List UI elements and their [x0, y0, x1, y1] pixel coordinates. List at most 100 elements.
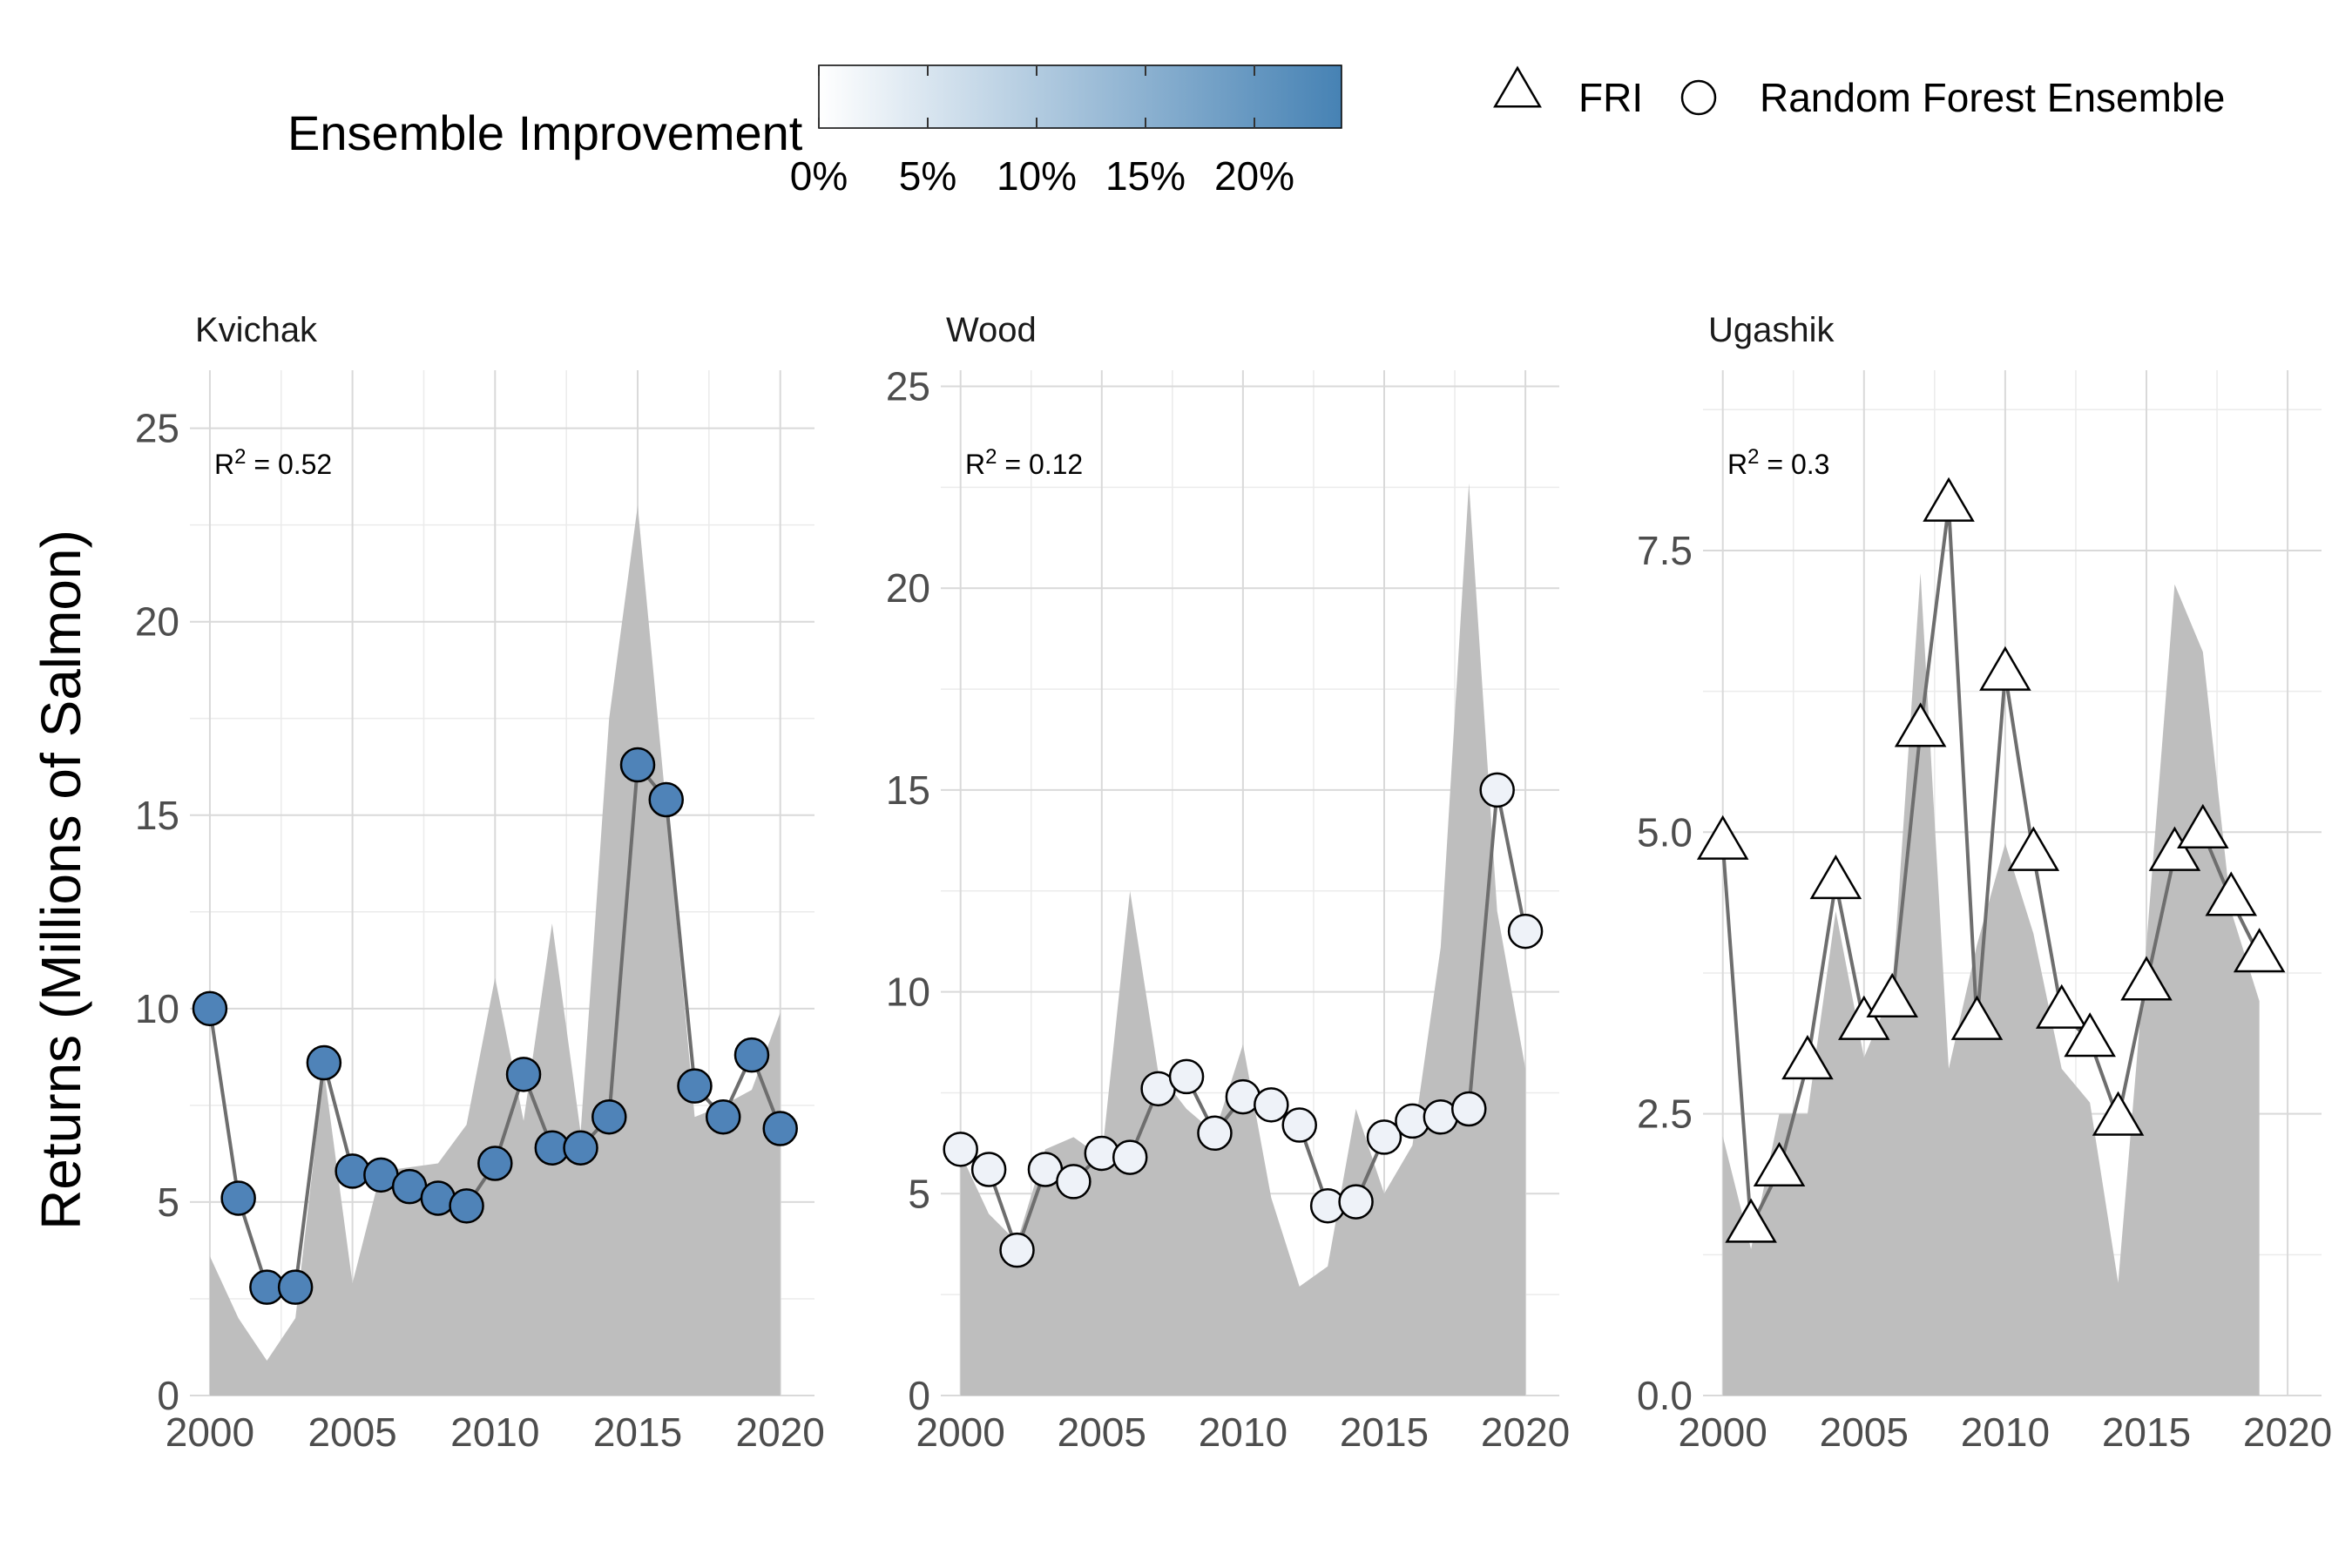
x-tick-label: 2020 — [1481, 1409, 1570, 1455]
forecast-point-circle — [1281, 1107, 1317, 1143]
legend-color-title: Ensemble Improvement — [287, 105, 803, 160]
panel-title: Ugashik — [1708, 311, 1835, 349]
forecast-point-circle — [1507, 913, 1544, 950]
y-tick-label: 20 — [135, 599, 179, 645]
forecast-point-circle — [306, 1044, 342, 1081]
forecast-point-circle — [1168, 1058, 1205, 1095]
forecast-point-triangle — [1838, 995, 1890, 1040]
y-tick-label: 25 — [886, 364, 930, 409]
forecast-point-circle — [1056, 1164, 1092, 1200]
y-tick-label: 0 — [157, 1373, 179, 1418]
forecast-point-circle — [505, 1057, 542, 1092]
y-tick-label: 20 — [886, 565, 930, 611]
forecast-point-circle — [1479, 772, 1515, 808]
forecast-point-circle — [677, 1068, 713, 1104]
observed-area — [1722, 572, 2260, 1396]
x-tick-label: 2015 — [593, 1409, 682, 1455]
forecast-point-circle — [563, 1130, 598, 1166]
legend-label-rf: Random Forest Ensemble — [1760, 75, 2225, 120]
colorbar-tick-label: 20% — [1214, 153, 1294, 199]
forecast-point-circle — [1366, 1119, 1402, 1155]
forecast-point-circle — [762, 1111, 798, 1146]
x-tick-label: 2005 — [1820, 1409, 1909, 1455]
forecast-point-triangle — [2092, 1091, 2145, 1136]
y-tick-label: 15 — [886, 767, 930, 813]
forecast-line — [1720, 504, 2261, 1233]
forecast-point-triangle — [1725, 1198, 1777, 1243]
y-tick-label: 10 — [135, 986, 179, 1031]
forecast-point-triangle — [2233, 928, 2286, 973]
x-tick-label: 2015 — [1340, 1409, 1429, 1455]
forecast-point-circle — [1112, 1139, 1148, 1175]
forecast-point-triangle — [1950, 995, 2004, 1040]
forecast-point-triangle — [1781, 1034, 1834, 1080]
forecast-point-triangle — [2205, 871, 2258, 916]
colorbar-tick-label: 0% — [790, 153, 848, 199]
forecast-point-triangle — [2120, 956, 2173, 1001]
y-tick-label: 2.5 — [1637, 1092, 1693, 1137]
colorbar-tick-label: 10% — [997, 153, 1077, 199]
forecast-point-circle — [277, 1269, 314, 1305]
forecast-point-circle — [477, 1146, 513, 1181]
colorbar-tick-label: 15% — [1105, 153, 1186, 199]
forecast-point-circle — [192, 990, 228, 1027]
legend-triangle-icon — [1493, 65, 1542, 108]
forecast-point-circle — [999, 1232, 1035, 1268]
forecast-point-circle — [591, 1098, 627, 1135]
y-tick-label: 0 — [908, 1373, 930, 1418]
x-tick-label: 2020 — [736, 1409, 825, 1455]
forecast-point-circle — [1254, 1087, 1289, 1123]
y-tick-label: 10 — [886, 970, 930, 1015]
r2-annotation: R2 = 0.52 — [214, 445, 332, 480]
legend-circle-icon — [1680, 79, 1717, 116]
forecast-point-circle — [648, 781, 685, 818]
forecast-point-triangle — [1979, 645, 2031, 691]
y-tick-label: 25 — [135, 406, 179, 451]
y-axis-label: Returns (Millions of Salmon) — [30, 530, 92, 1230]
x-tick-label: 2010 — [1199, 1409, 1288, 1455]
forecast-point-triangle — [2177, 803, 2229, 848]
y-tick-label: 15 — [135, 793, 179, 838]
forecast-point-triangle — [1923, 476, 1975, 522]
y-tick-label: 5 — [157, 1179, 179, 1225]
forecast-point-triangle — [2148, 826, 2201, 871]
legend-label-fri: FRI — [1578, 75, 1643, 120]
forecast-point-triangle — [2007, 826, 2060, 871]
x-tick-label: 2005 — [308, 1409, 396, 1455]
y-tick-label: 5 — [908, 1171, 930, 1216]
forecast-point-circle — [705, 1098, 741, 1135]
r2-annotation: R2 = 0.3 — [1727, 445, 1829, 480]
forecast-point-circle — [1451, 1091, 1487, 1127]
x-tick-label: 2015 — [2102, 1409, 2191, 1455]
forecast-point-triangle — [1894, 702, 1947, 747]
panel-title: Wood — [946, 311, 1037, 349]
forecast-point-triangle — [2035, 983, 2088, 1029]
x-tick-label: 2010 — [450, 1409, 539, 1455]
forecast-point-circle — [733, 1037, 770, 1073]
forecast-point-circle — [1338, 1184, 1374, 1220]
colorbar — [818, 64, 1342, 129]
x-tick-label: 2000 — [916, 1409, 1005, 1455]
panel-title: Kvichak — [195, 311, 318, 349]
observed-area — [209, 505, 781, 1396]
panel-ugashik: Ugashik R2 = 0.3 2000 2005 2010 2015 2020 0.0 2.… — [1637, 311, 2332, 1455]
x-tick-label: 2000 — [166, 1409, 254, 1455]
x-tick-label: 2010 — [1961, 1409, 2050, 1455]
colorbar-tick-label: 5% — [899, 153, 956, 199]
forecast-point-triangle — [1696, 814, 1749, 860]
x-tick-label: 2000 — [1679, 1409, 1767, 1455]
forecast-point-triangle — [1866, 972, 1918, 1017]
y-tick-label: 7.5 — [1637, 528, 1693, 573]
forecast-point-triangle — [1809, 855, 1862, 900]
forecast-point-triangle — [1753, 1141, 1806, 1186]
panel-wood: Wood R2 = 0.12 2000 2005 2010 2015 2020 0 5 10 15 2… — [886, 311, 1570, 1455]
y-tick-label: 0.0 — [1637, 1373, 1693, 1418]
forecast-point-circle — [943, 1132, 978, 1167]
forecast-point-circle — [1197, 1115, 1233, 1152]
forecast-point-circle — [449, 1188, 484, 1224]
forecast-point-triangle — [2064, 1012, 2116, 1058]
